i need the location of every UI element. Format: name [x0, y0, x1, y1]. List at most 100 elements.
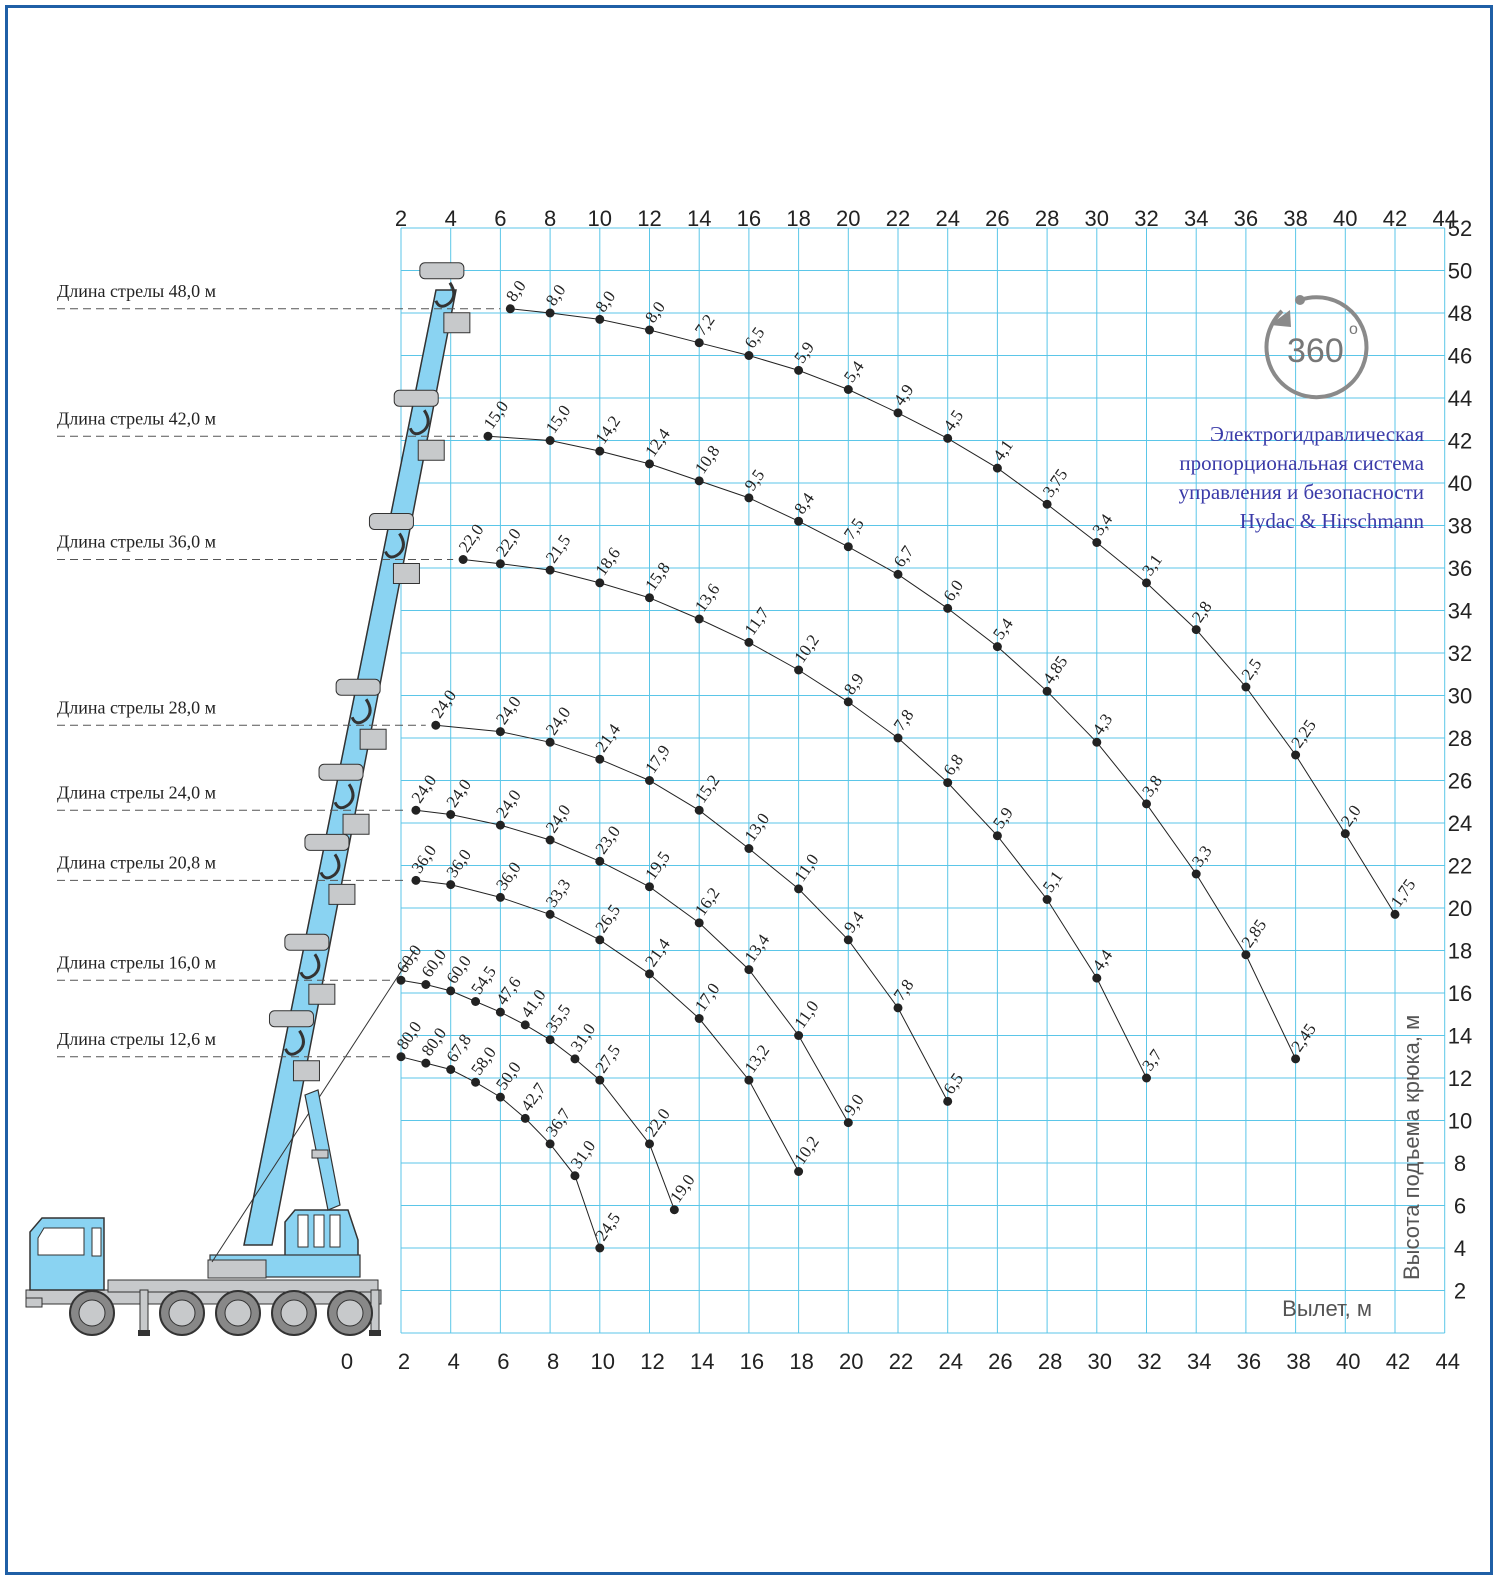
point-load-label: 14,2 — [592, 412, 625, 447]
x-tick-bottom: 2 — [398, 1349, 410, 1374]
data-point — [645, 969, 654, 979]
data-point — [595, 754, 605, 764]
point-load-label: 8,9 — [840, 670, 868, 698]
data-point — [505, 304, 515, 314]
y-axis-title: Высота подъема крюка, м — [1399, 1015, 1424, 1280]
point-load-label: 5,1 — [1039, 867, 1067, 895]
x-tick-bottom: 40 — [1336, 1349, 1360, 1374]
x-tick-top: 12 — [637, 206, 661, 231]
data-point — [1042, 895, 1052, 904]
load-block-icon — [308, 983, 336, 1005]
point-load-label: 31,0 — [567, 1020, 600, 1055]
data-point — [992, 642, 1002, 652]
wheel-icon — [271, 1290, 317, 1336]
y-tick: 10 — [1448, 1109, 1472, 1134]
x-tick-bottom: 24 — [938, 1349, 962, 1374]
point-load-label: 16,2 — [691, 884, 724, 919]
point-load-label: 5,4 — [989, 614, 1017, 643]
load-curve: 22,0 22,0 21,5 18,6 15,813,611,710,28,97,86,… — [455, 521, 1166, 1083]
point-load-label: 7,8 — [890, 976, 918, 1004]
x-tick-top: 32 — [1134, 206, 1158, 231]
data-point — [694, 918, 704, 928]
data-point — [645, 1139, 654, 1149]
x-tick-bottom: 28 — [1038, 1349, 1062, 1374]
point-load-label: 4,3 — [1089, 710, 1117, 738]
load-curve: 36,0 36,0 36,0 33,326,521,417,013,210,2 — [408, 841, 823, 1176]
point-load-label: 17,9 — [641, 742, 674, 777]
point-load-label: 5,4 — [840, 357, 868, 386]
x-tick-top: 22 — [886, 206, 910, 231]
data-point — [943, 778, 953, 788]
point-load-label: 6,5 — [741, 323, 769, 351]
point-load-label: 2,45 — [1287, 1020, 1320, 1055]
point-load-label: 4,85 — [1039, 652, 1072, 687]
x-tick-top: 16 — [737, 206, 761, 231]
x-tick-top: 14 — [687, 206, 711, 231]
y-tick: 26 — [1448, 769, 1472, 794]
point-load-label: 2,8 — [1188, 598, 1216, 626]
point-load-label: 50,0 — [492, 1058, 525, 1093]
x-tick-bottom: 44 — [1435, 1349, 1459, 1374]
curve-line — [435, 724, 949, 1102]
point-load-label: 36,0 — [408, 841, 441, 876]
x-tick-bottom: 20 — [839, 1349, 863, 1374]
x-tick-bottom: 0 — [341, 1349, 353, 1374]
point-load-label: 41,0 — [517, 986, 550, 1021]
x-tick-top: 24 — [935, 206, 959, 231]
note-line-2: пропорциональная система — [1179, 451, 1424, 475]
data-point — [992, 831, 1002, 841]
data-point — [570, 1171, 580, 1181]
data-point — [744, 844, 754, 853]
data-point — [992, 463, 1002, 473]
load-block-icon — [392, 563, 420, 584]
data-point — [694, 1014, 704, 1023]
data-point — [893, 569, 903, 579]
note-line-3: управления и безопасности — [1179, 480, 1424, 504]
data-point — [495, 727, 505, 737]
boom-length-label: Длина стрелы 36,0 м — [57, 532, 216, 552]
curve-line — [415, 809, 849, 1123]
x-tick-top: 42 — [1383, 206, 1407, 231]
data-point — [843, 542, 853, 552]
hook-icon — [408, 409, 430, 436]
point-load-label: 1,75 — [1387, 875, 1420, 910]
point-load-label: 36,7 — [542, 1104, 575, 1140]
boom-head-positions — [268, 262, 471, 1082]
point-load-label: 8,0 — [542, 281, 570, 309]
x-tick-top: 8 — [544, 206, 556, 231]
point-load-label: 15,0 — [480, 397, 513, 432]
point-load-label: 8,0 — [592, 287, 620, 315]
point-load-label: 15,8 — [641, 559, 674, 594]
y-tick: 28 — [1448, 726, 1472, 751]
data-point — [744, 493, 754, 503]
badge-degree-mark: o — [1349, 321, 1358, 338]
point-load-label: 9,4 — [840, 907, 868, 936]
point-load-label: 6,0 — [939, 576, 967, 604]
point-load-label: 11,0 — [790, 850, 822, 885]
x-tick-bottom: 18 — [789, 1349, 813, 1374]
point-load-label: 11,7 — [741, 604, 774, 639]
boom-length-label: Длина стрелы 20,8 м — [57, 852, 216, 872]
data-point — [1390, 909, 1400, 919]
data-point — [495, 892, 505, 902]
data-point — [794, 516, 804, 526]
boom-length-label: Длина стрелы 12,6 м — [57, 1029, 216, 1049]
data-point — [520, 1020, 530, 1030]
data-point — [1142, 799, 1151, 809]
data-point — [1092, 538, 1102, 547]
point-load-label: 13,2 — [741, 1041, 774, 1076]
point-load-label: 5,9 — [989, 804, 1017, 832]
point-load-label: 3,75 — [1039, 465, 1072, 500]
y-tick: 40 — [1448, 471, 1472, 496]
x-tick-top: 40 — [1333, 206, 1357, 231]
data-point — [545, 835, 555, 845]
data-point — [570, 1054, 580, 1064]
data-point — [1042, 499, 1052, 509]
data-point — [520, 1113, 530, 1123]
point-load-label: 6,8 — [939, 751, 967, 779]
boom-head-icon — [304, 833, 350, 851]
point-load-label: 7,2 — [691, 311, 719, 339]
data-point — [458, 555, 468, 564]
note-line-1: Электрогидравлическая — [1210, 422, 1424, 446]
